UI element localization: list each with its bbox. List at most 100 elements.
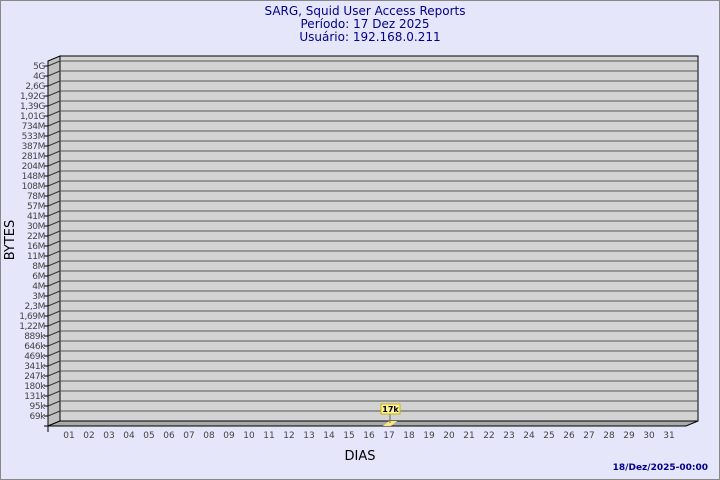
y-tick-label: 2,3M [25,302,45,312]
y-tick-label: 1,22M [19,322,45,332]
x-tick-label: 21 [463,431,474,441]
grid-line-diagonal [47,220,61,227]
y-tick-label: 30M [27,222,45,232]
grid-line-diagonal [47,280,61,287]
x-tick-label: 09 [223,431,235,441]
x-tick-label: 07 [183,431,194,441]
grid-line-diagonal [47,300,61,307]
x-tick-label: 26 [563,431,575,441]
grid-line-diagonal [47,310,61,317]
grid-line-diagonal [47,270,61,277]
y-tick-label: 148M [22,172,45,182]
y-tick-label: 41M [27,212,45,222]
y-tick-label: 2,6G [25,82,45,92]
x-tick-label: 25 [543,431,554,441]
grid-line-diagonal [47,80,61,87]
grid-line-diagonal [47,390,61,397]
y-tick-label: 1,69M [19,312,45,322]
grid-line-diagonal [47,290,61,297]
y-tick-label: 204M [22,162,45,172]
y-tick-label: 5G [33,62,45,72]
footer-timestamp: 18/Dez/2025-00:00 [613,463,708,473]
grid-line-diagonal [47,260,61,267]
grid-line-diagonal [47,250,61,257]
x-tick-label: 04 [123,431,135,441]
y-tick-label: 4M [32,282,45,292]
plot-back-wall [59,55,699,422]
y-tick-label: 4G [33,72,45,82]
y-tick-label: 1,39G [20,102,45,112]
grid-line-diagonal [47,60,61,67]
grid-line-diagonal [47,190,61,197]
x-tick-label: 03 [103,431,114,441]
y-tick-label: 180k [24,382,46,392]
grid-line-diagonal [47,180,61,187]
x-tick-label: 28 [603,431,615,441]
x-tick-label: 31 [663,431,674,441]
grid-line-diagonal [47,350,61,357]
y-axis-label: BYTES [3,220,18,261]
grid-line-diagonal [47,230,61,237]
x-tick-label: 18 [403,431,415,441]
chart-title-line-1: SARG, Squid User Access Reports [264,4,465,18]
x-tick-label: 22 [483,431,494,441]
grid-line-diagonal [47,410,61,417]
x-tick-label: 05 [143,431,154,441]
x-tick-label: 02 [83,431,94,441]
plot-floor [47,420,699,427]
grid-line-diagonal [47,210,61,217]
x-tick-label: 14 [323,431,335,441]
x-tick-label: 06 [163,431,175,441]
x-tick-label: 29 [623,431,635,441]
y-tick-label: 78M [27,192,45,202]
x-tick-label: 19 [423,431,435,441]
y-tick-label: 387M [22,142,45,152]
y-tick-label: 889k [24,332,46,342]
x-tick-label: 10 [243,431,255,441]
x-tick-label: 12 [283,431,294,441]
grid-line-diagonal [47,340,61,347]
x-tick-label: 13 [303,431,314,441]
y-tick-label: 8M [32,262,45,272]
y-tick-label: 95k [30,402,47,412]
y-tick-label: 247k [24,372,46,382]
x-tick-label: 30 [643,431,655,441]
x-tick-label: 27 [583,431,594,441]
grid-line-diagonal [47,150,61,157]
y-tick-label: 281M [22,152,45,162]
grid-line-diagonal [47,360,61,367]
grid-line-diagonal [47,240,61,247]
y-tick-label: 3M [32,292,45,302]
y-tick-label: 469k [24,352,46,362]
y-tick-label: 734M [22,122,45,132]
grid-line-diagonal [47,200,61,207]
y-tick-label: 57M [27,202,45,212]
y-tick-label: 341k [24,362,46,372]
y-tick-label: 1,01G [20,112,45,122]
y-tick-label: 69k [30,412,47,422]
x-tick-label: 20 [443,431,455,441]
y-tick-label: 646k [24,342,46,352]
chart-title-line-2: Período: 17 Dez 2025 [301,17,430,31]
x-tick-label: 23 [503,431,514,441]
grid-line-diagonal [47,160,61,167]
x-tick-label: 01 [63,431,74,441]
bar-day-17 [383,421,397,426]
y-tick-label: 6M [32,272,45,282]
grid-line-diagonal [47,100,61,107]
grid-line-diagonal [47,370,61,377]
y-tick-label: 131k [24,392,46,402]
x-axis-label: DIAS [345,449,376,464]
data-label-box [380,403,401,415]
chart-title-line-3: Usuário: 192.168.0.211 [299,30,440,44]
grid-line-diagonal [47,330,61,337]
x-tick-label: 17 [383,431,394,441]
x-tick-label: 24 [523,431,535,441]
data-label: 17k [382,405,399,414]
x-tick-label: 08 [203,431,215,441]
grid-line-diagonal [47,320,61,327]
y-tick-label: 22M [27,232,45,242]
grid-line-diagonal [47,90,61,97]
y-tick-label: 16M [27,242,45,252]
